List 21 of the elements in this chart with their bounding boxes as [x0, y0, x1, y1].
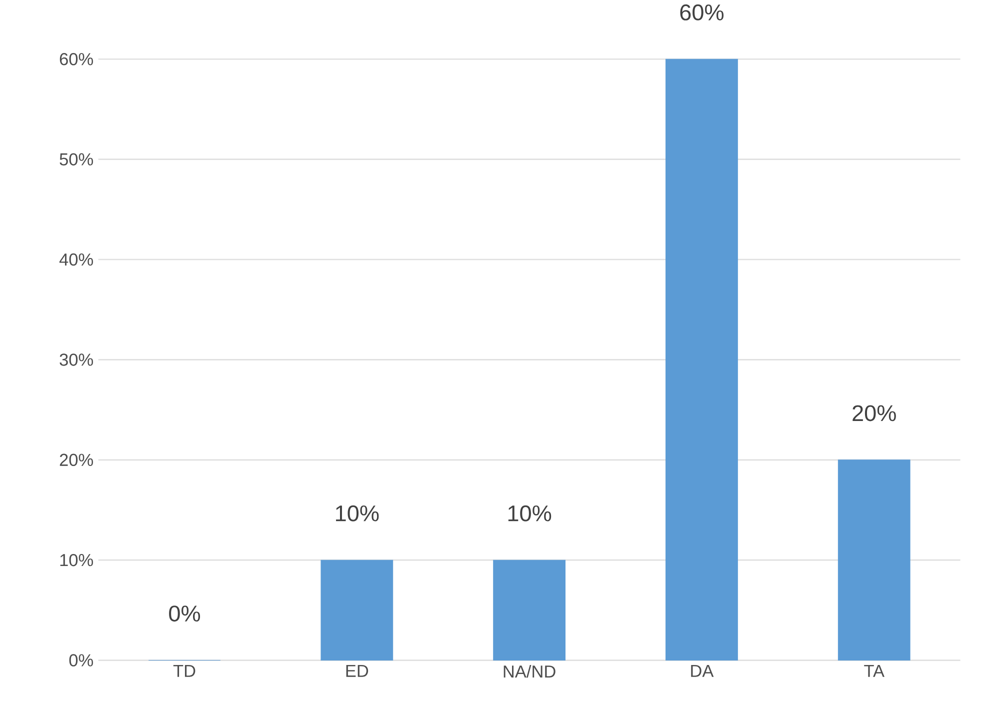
bar: [320, 560, 394, 660]
bar: [493, 560, 566, 660]
y-tick-label: 30%: [60, 353, 93, 366]
y-tick-label: 20%: [60, 454, 93, 466]
y-tick-label: 40%: [59, 253, 93, 266]
data-label: 20%: [852, 405, 896, 422]
y-tick-label: 60%: [60, 52, 93, 66]
y-tick-label: 0%: [69, 654, 93, 666]
y-tick-label: 50%: [60, 153, 93, 166]
x-tick-label: TD: [173, 664, 196, 677]
data-label: 0%: [169, 605, 200, 622]
data-label: 10%: [508, 505, 552, 522]
x-tick-label: ED: [346, 664, 368, 677]
bar: [666, 58, 738, 660]
x-tick-label: TA: [864, 664, 884, 677]
x-tick-label: DA: [691, 664, 714, 677]
y-tick-label: 10%: [60, 554, 93, 566]
data-label: 10%: [336, 505, 379, 522]
data-label: 60%: [680, 4, 724, 20]
bar: [838, 460, 910, 660]
x-tick-label: NA/ND: [504, 664, 556, 678]
